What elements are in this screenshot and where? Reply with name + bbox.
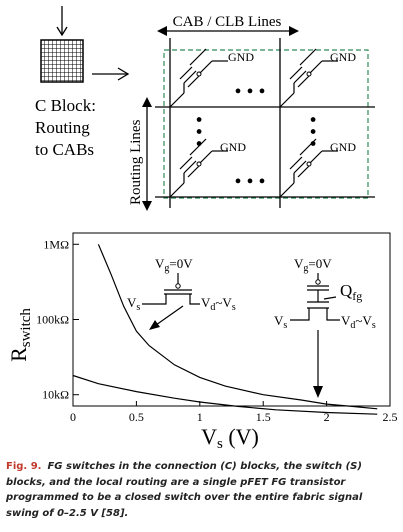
x-tick-label: 1.5 bbox=[256, 410, 271, 424]
x-tick-label: 2.5 bbox=[383, 410, 398, 424]
schematic-left: Vg=0V Vs Vd~Vs bbox=[127, 256, 236, 330]
ellipsis-horizontal: • • • bbox=[234, 81, 265, 103]
y-tick-label: 1MΩ bbox=[43, 237, 69, 251]
x-tick-label: 0 bbox=[70, 410, 76, 424]
c-block-title: C Block: bbox=[35, 96, 96, 115]
series-group bbox=[72, 244, 378, 415]
y-tick-label: 100kΩ bbox=[36, 313, 69, 327]
vd-label: Vd~Vs bbox=[341, 313, 376, 331]
series-line-1 bbox=[97, 244, 378, 410]
ellipsis-vertical: • • • bbox=[301, 116, 323, 147]
schematic-right: Vg=0V Qfg Vs Vd~Vs bbox=[274, 256, 376, 398]
x-tick-label: 1 bbox=[197, 410, 203, 424]
vd-label: Vd~Vs bbox=[201, 295, 236, 313]
vg-label: Vg=0V bbox=[294, 256, 332, 274]
y-tick-label: 10kΩ bbox=[42, 388, 69, 402]
switch-cell: GND bbox=[279, 48, 356, 108]
switch-matrix: CAB / CLB Lines Routing Lines GND bbox=[128, 14, 375, 211]
switch-cell: GND bbox=[169, 138, 246, 198]
vg-label: Vg=0V bbox=[155, 256, 193, 274]
gnd-label: GND bbox=[330, 50, 356, 64]
figure-caption: Fig. 9. FG switches in the connection (C)… bbox=[6, 459, 398, 521]
ellipsis-horizontal: • • • bbox=[234, 171, 265, 193]
vs-label: Vs bbox=[274, 313, 287, 331]
gnd-label: GND bbox=[220, 140, 246, 154]
gnd-label: GND bbox=[330, 140, 356, 154]
x-tick-label: 2 bbox=[324, 410, 330, 424]
gnd-label: GND bbox=[228, 50, 254, 64]
c-block-grid-icon bbox=[40, 39, 84, 83]
switch-cell: GND bbox=[279, 138, 356, 198]
x-tick-label: 0.5 bbox=[129, 410, 144, 424]
c-block-diagram: C Block: Routing to CABs bbox=[35, 6, 130, 159]
ellipsis-vertical: • • • bbox=[187, 116, 209, 147]
vs-label: Vs bbox=[127, 295, 140, 313]
figure: C Block: Routing to CABs CAB / CLB Lines… bbox=[6, 6, 398, 452]
series-line-2 bbox=[72, 374, 378, 415]
figure-label: Fig. 9. bbox=[6, 461, 42, 472]
y-axis-title: Rswitch bbox=[6, 308, 34, 362]
caption-text: FG switches in the connection (C) blocks… bbox=[6, 461, 363, 519]
c-block-line3: to CABs bbox=[35, 140, 94, 159]
switch-cell: GND bbox=[169, 48, 254, 108]
c-block-line2: Routing bbox=[35, 118, 90, 137]
resistance-chart: 10kΩ 100kΩ 1MΩ 0 0.5 1 1.5 2 2.5 Rswitch Vs (V)… bbox=[6, 232, 398, 452]
x-axis: 0 0.5 1 1.5 2 2.5 bbox=[70, 401, 398, 424]
y-axis: 10kΩ 100kΩ 1MΩ bbox=[36, 237, 79, 402]
routing-lines-label: Routing Lines bbox=[128, 119, 144, 205]
x-axis-title: Vs (V) bbox=[201, 424, 259, 452]
cab-clb-lines-label: CAB / CLB Lines bbox=[173, 14, 282, 30]
qfg-label: Qfg bbox=[340, 281, 362, 303]
